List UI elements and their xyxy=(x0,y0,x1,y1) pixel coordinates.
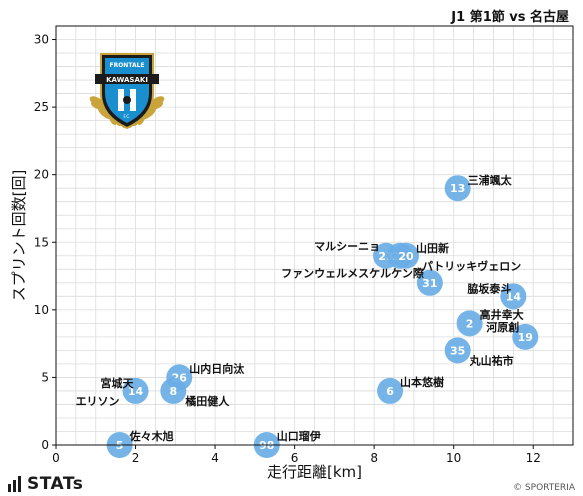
point-number: 20 xyxy=(398,250,414,263)
emblem-band-text: KAWASAKI xyxy=(106,76,148,84)
point-number: 14 xyxy=(128,385,144,398)
brand-name: STATs xyxy=(27,474,84,494)
y-tick-label: 30 xyxy=(34,33,49,47)
point-number: 14 xyxy=(506,290,522,303)
x-tick-label: 6 xyxy=(291,451,299,465)
x-tick-label: 0 xyxy=(52,451,60,465)
point-label: エリソン xyxy=(76,395,120,408)
y-axis-title: スプリント回数[回] xyxy=(10,170,28,302)
copyright-credit: © SPORTERIA xyxy=(513,483,575,493)
x-tick-label: 4 xyxy=(211,451,219,465)
y-tick-label: 0 xyxy=(41,438,49,452)
point-number: 31 xyxy=(422,277,437,290)
point-label: 佐々木旭 xyxy=(129,429,174,443)
data-point xyxy=(512,323,539,350)
point-number: 8 xyxy=(169,385,177,398)
point-label: 橘田健人 xyxy=(184,394,230,408)
brand-logo: STATs xyxy=(8,474,83,494)
point-label: 宮城天 xyxy=(101,376,135,390)
point-label: 山内日向汰 xyxy=(189,361,245,375)
point-label: 山田新 xyxy=(416,241,449,255)
data-point xyxy=(456,310,483,337)
point-label: 三浦颯太 xyxy=(468,173,513,187)
y-tick-label: 20 xyxy=(34,168,49,182)
point-label: 山本悠樹 xyxy=(400,375,444,389)
axis-ticks: 0 2 4 6 8 10 12 0 5 10 15 20 25 30 xyxy=(34,33,541,465)
emblem-top-text: FRONTALE xyxy=(109,62,144,69)
y-tick-label: 15 xyxy=(34,235,49,249)
data-point xyxy=(416,269,443,296)
point-number: 35 xyxy=(450,344,465,357)
x-tick-label: 8 xyxy=(370,451,378,465)
kawasaki-frontale-emblem-icon: KAWASAKI FRONTALE F.C. xyxy=(89,53,165,130)
emblem-bottom-text: F.C. xyxy=(124,114,131,119)
point-label: パトリッキヴェロン xyxy=(422,259,521,273)
point-label: ファンウェルメスケルケン際 xyxy=(281,266,425,280)
data-point xyxy=(160,377,187,404)
x-tick-label: 12 xyxy=(526,451,541,465)
data-point xyxy=(444,175,471,202)
x-tick-label: 2 xyxy=(132,451,140,465)
point-label: 脇坂泰斗 xyxy=(467,281,511,295)
data-points: 13232220311421935266148598三浦颯太マルシーニョ山田新パ… xyxy=(76,173,539,458)
data-point xyxy=(122,377,149,404)
y-tick-label: 10 xyxy=(34,303,49,317)
y-tick-label: 5 xyxy=(41,370,49,384)
point-number: 6 xyxy=(386,385,394,398)
grid-lines xyxy=(56,26,573,445)
data-point xyxy=(377,377,404,404)
point-label: 丸山祐市 xyxy=(469,353,514,367)
point-number: 2 xyxy=(466,317,474,330)
point-label: マルシーニョ xyxy=(314,240,380,253)
data-point xyxy=(444,337,471,364)
data-point xyxy=(392,242,419,269)
plot-frame xyxy=(55,25,574,446)
point-label: 高井幸大 xyxy=(480,307,524,321)
y-tick-label: 25 xyxy=(34,100,49,114)
point-number: 19 xyxy=(518,331,533,344)
data-point xyxy=(500,283,527,310)
point-number: 13 xyxy=(450,182,465,195)
point-label: 河原創 xyxy=(486,320,519,334)
chart-title: J1 第1節 vs 名古屋 xyxy=(451,10,569,25)
x-tick-label: 10 xyxy=(446,451,461,465)
stats-bars-icon xyxy=(8,476,21,492)
point-label: 山口瑠伊 xyxy=(277,429,321,443)
x-axis-title: 走行距離[km] xyxy=(267,463,362,481)
